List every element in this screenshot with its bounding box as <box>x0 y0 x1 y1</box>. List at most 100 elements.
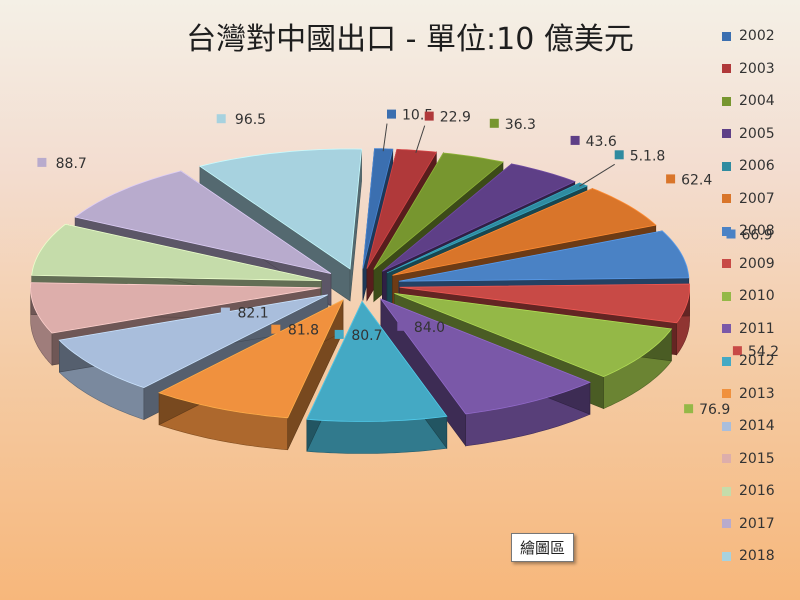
data-label-text: 62.4 <box>681 172 712 188</box>
slice-top <box>58 294 328 389</box>
slice-top <box>198 148 363 270</box>
legend-swatch <box>722 324 731 334</box>
data-label-text: 76.9 <box>699 402 730 418</box>
legend-label: 2010 <box>739 288 775 305</box>
data-label-text: 96.5 <box>235 112 266 128</box>
legend-item-2003: 2003 <box>722 53 798 86</box>
legend-label: 2016 <box>739 483 775 500</box>
legend-item-2011: 2011 <box>722 313 798 346</box>
slice-top <box>398 230 690 282</box>
legend-item-2015: 2015 <box>722 443 798 476</box>
data-label-swatch <box>387 109 396 119</box>
legend-swatch <box>722 486 731 496</box>
data-label-2007: 62.4 <box>666 172 712 188</box>
legend-label: 2007 <box>739 190 775 207</box>
legend-label: 2015 <box>739 450 775 467</box>
legend-item-2014: 2014 <box>722 410 798 443</box>
legend-item-2007: 2007 <box>722 183 798 216</box>
legend-label: 2018 <box>739 548 775 565</box>
slice-top <box>392 188 657 276</box>
data-label-2011: 84.0 <box>397 320 445 336</box>
slice-2013 <box>158 299 344 451</box>
legend-item-2009: 2009 <box>722 248 798 281</box>
data-label-swatch <box>666 174 676 184</box>
data-label-text: 82.1 <box>238 306 269 322</box>
legend-swatch <box>722 161 731 171</box>
slice-top <box>379 298 591 415</box>
legend-swatch <box>722 291 731 301</box>
legend-label: 2003 <box>739 60 775 77</box>
data-label-2013: 81.8 <box>271 323 319 339</box>
legend-item-2004: 2004 <box>722 85 798 118</box>
slice-top <box>31 223 322 282</box>
legend-item-2010: 2010 <box>722 280 798 313</box>
data-label-swatch <box>726 229 736 239</box>
legend-label: 2009 <box>739 255 775 272</box>
slice-top <box>373 152 504 270</box>
data-label-swatch <box>397 321 407 331</box>
data-label-2014: 82.1 <box>220 306 269 322</box>
legend-label: 2014 <box>739 418 775 435</box>
chart-legend: 2002 2003 2004 2005 2006 2007 2008 2009 2010 2011… <box>722 20 798 573</box>
pie-slices <box>30 148 690 454</box>
legend-item-2017: 2017 <box>722 508 798 541</box>
legend-swatch <box>722 31 731 41</box>
data-label-swatch <box>570 135 580 145</box>
legend-label: 2013 <box>739 385 775 402</box>
legend-label: 2017 <box>739 515 775 532</box>
legend-item-2005: 2005 <box>722 118 798 151</box>
data-label-text: 88.7 <box>56 156 87 172</box>
slice-top <box>158 299 344 419</box>
data-label-text: 81.8 <box>288 323 319 339</box>
slice-2011 <box>379 298 591 447</box>
data-label-swatch <box>614 150 624 160</box>
data-label-2018: 96.5 <box>216 112 266 128</box>
slice-top <box>386 182 588 274</box>
data-label-2006: 5.1.8 <box>614 148 665 164</box>
legend-item-2018: 2018 <box>722 540 798 573</box>
legend-item-2006: 2006 <box>722 150 798 183</box>
data-label-2004: 36.3 <box>489 117 536 133</box>
legend-label: 2011 <box>739 320 775 337</box>
legend-label: 2006 <box>739 158 775 175</box>
data-label-text: 84.0 <box>414 320 445 336</box>
legend-swatch <box>722 129 731 139</box>
legend-swatch <box>722 64 731 74</box>
legend-label: 2002 <box>739 28 775 45</box>
data-label-2003: 22.9 <box>424 110 471 126</box>
leader-lines <box>382 123 615 187</box>
slice-top <box>30 282 321 334</box>
data-label-swatch <box>424 111 434 121</box>
legend-swatch <box>722 551 731 561</box>
leader-line-2003 <box>415 125 426 153</box>
slice-side <box>306 415 448 454</box>
legend-swatch <box>722 259 731 269</box>
data-label-swatch <box>684 404 694 414</box>
slice-top <box>74 170 332 275</box>
legend-swatch <box>722 454 731 464</box>
legend-item-2016: 2016 <box>722 475 798 508</box>
data-label-swatch <box>216 114 226 124</box>
data-label-swatch <box>220 307 230 317</box>
legend-swatch <box>722 519 731 529</box>
data-label-text: 66.9 <box>742 228 773 244</box>
chart-title: 台灣對中國出口 - 單位:10 億美元 <box>186 22 634 57</box>
legend-item-2002: 2002 <box>722 20 798 53</box>
legend-item-2013: 2013 <box>722 378 798 411</box>
legend-swatch <box>722 96 731 106</box>
data-labels: 10.5 22.9 36.343.65.1.862.466.954.276.984.… <box>37 108 779 418</box>
data-label-2012: 80.7 <box>334 328 382 344</box>
data-label-text: 22.9 <box>440 110 471 126</box>
leader-line-2006 <box>579 163 615 187</box>
data-label-swatch <box>37 157 47 167</box>
legend-swatch <box>722 356 731 366</box>
legend-label: 2004 <box>739 93 775 110</box>
data-label-text: 80.7 <box>351 328 382 344</box>
data-label-2017: 88.7 <box>37 156 87 172</box>
slice-top <box>394 293 673 378</box>
slice-top <box>306 300 448 422</box>
legend-label: 2012 <box>739 353 775 370</box>
data-label-2010: 76.9 <box>684 402 730 418</box>
data-label-swatch <box>489 118 499 128</box>
